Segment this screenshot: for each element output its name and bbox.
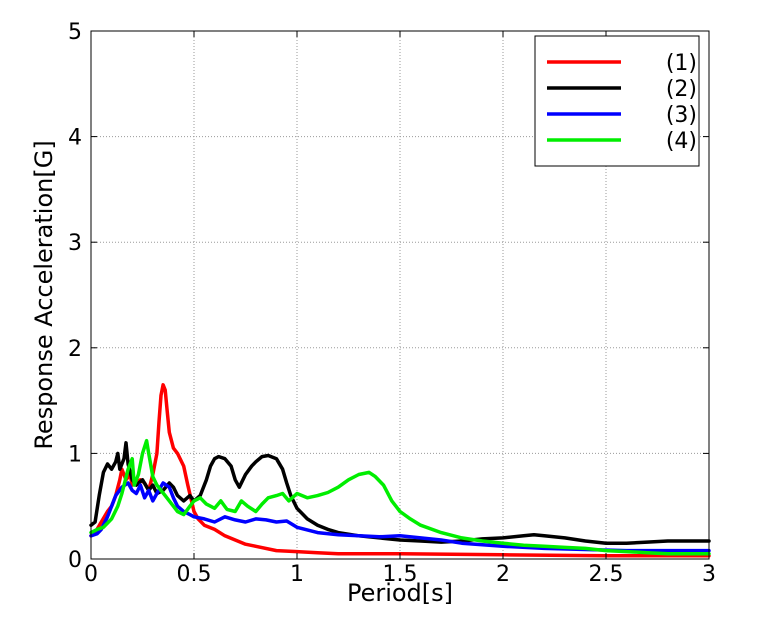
y-tick-label: 1 [68, 442, 82, 467]
series-line-3 [89, 481, 711, 553]
legend-box [534, 35, 700, 167]
series-line-4 [89, 438, 711, 556]
x-axis-label: Period[s] [347, 579, 453, 607]
x-tick-label: 1.5 [383, 562, 418, 587]
ticks: 0 0.5 1 1.5 2 2.5 3 0 1 2 3 4 5 [68, 20, 716, 587]
series-line-1 [89, 383, 711, 558]
grid [91, 31, 709, 559]
x-tick-label: 3 [702, 562, 716, 587]
x-tick-label: 0 [84, 562, 98, 587]
y-tick-label: 5 [68, 20, 82, 45]
legend-label: (4) [666, 129, 697, 154]
legend-label: (2) [666, 77, 697, 102]
y-tick-label: 3 [68, 231, 82, 256]
legend-label: (1) [666, 51, 697, 76]
x-tick-label: 1 [290, 562, 304, 587]
y-axis-label: Response Acceleration[G] [30, 140, 58, 449]
legend-label: (3) [666, 103, 697, 128]
series-layer [89, 383, 711, 558]
x-tick-label: 0.5 [177, 562, 212, 587]
y-tick-label: 2 [68, 337, 82, 362]
y-tick-label: 4 [68, 126, 82, 151]
x-tick-label: 2 [496, 562, 510, 587]
series-line-2 [89, 441, 711, 545]
x-tick-label: 2.5 [589, 562, 624, 587]
legend: (1)(2)(3)(4) [534, 35, 700, 167]
y-tick-label: 0 [68, 548, 82, 573]
